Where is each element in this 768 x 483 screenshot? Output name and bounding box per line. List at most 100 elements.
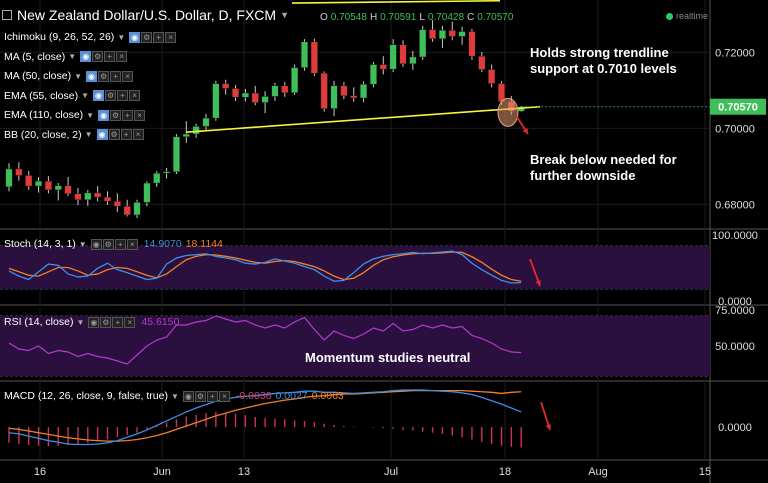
plus-icon[interactable]: + <box>117 90 129 101</box>
candle-body <box>241 92 249 98</box>
stoch-band <box>0 246 710 289</box>
chevron-down-icon[interactable]: ▼ <box>117 32 126 42</box>
axes: 0.72000 0.70000 0.68000 0.70570 100.0000 0.00… <box>34 47 766 478</box>
close-icon[interactable]: × <box>218 390 230 402</box>
indicator-row: BB (20, close, 2) ▼ ◉ ⚙ + × <box>4 127 144 143</box>
candle-body <box>143 182 151 203</box>
chevron-down-icon[interactable]: ▼ <box>86 110 95 120</box>
candle-body <box>310 41 318 74</box>
candle <box>320 71 328 112</box>
candle <box>64 176 72 196</box>
plus-icon[interactable]: + <box>122 109 134 121</box>
gear-icon[interactable]: ⚙ <box>105 90 117 101</box>
x-tick-label: 13 <box>238 466 250 478</box>
stoch-tick-label: 0.0000 <box>718 296 752 308</box>
collapse-icon[interactable] <box>2 10 12 20</box>
candle <box>468 28 476 61</box>
candle-body <box>271 85 279 97</box>
eye-icon[interactable]: ◉ <box>80 51 92 62</box>
eye-icon[interactable]: ◉ <box>98 109 110 121</box>
gear-icon[interactable]: ⚙ <box>110 109 122 121</box>
candle <box>310 38 318 76</box>
plus-icon[interactable]: + <box>110 70 122 82</box>
candle <box>301 39 309 71</box>
indicator-row: MA (5, close) ▼ ◉ ⚙ + × <box>4 49 128 65</box>
stoch-legend: Stoch (14, 3, 1) ▼ ◉ ⚙ + × 14.9070 18.1144 <box>4 236 223 252</box>
candle-body <box>340 85 348 96</box>
close-icon[interactable]: × <box>134 109 146 121</box>
candle-body <box>389 44 397 70</box>
gear-icon[interactable]: ⚙ <box>141 31 153 43</box>
candle-body <box>103 196 111 202</box>
arrow-head <box>522 128 528 134</box>
indicator-controls: ◉ ⚙ + × <box>96 129 144 140</box>
gear-icon[interactable]: ⚙ <box>102 238 114 250</box>
price-tick-label: 0.68000 <box>715 199 755 211</box>
chevron-down-icon[interactable]: ▼ <box>170 391 179 401</box>
stoch-d-value: 18.1144 <box>185 238 223 250</box>
close-icon[interactable]: × <box>132 129 144 140</box>
close-icon[interactable]: × <box>126 238 138 250</box>
candle <box>172 134 180 174</box>
candle <box>350 87 358 102</box>
chevron-down-icon[interactable]: ▼ <box>280 10 289 20</box>
plus-icon[interactable]: + <box>114 238 126 250</box>
candle-body <box>5 168 13 188</box>
chevron-down-icon[interactable]: ▼ <box>74 71 83 81</box>
eye-icon[interactable]: ◉ <box>88 316 100 328</box>
indicator-label: EMA (55, close) <box>4 89 79 102</box>
arrow-head <box>545 424 552 430</box>
eye-icon[interactable]: ◉ <box>90 238 102 250</box>
close-icon[interactable]: × <box>116 51 128 62</box>
candle <box>5 163 13 192</box>
plus-icon[interactable]: + <box>112 316 124 328</box>
chevron-down-icon[interactable]: ▼ <box>76 317 85 327</box>
candle-body <box>251 92 259 103</box>
macd-values: -0.0036 0.0027 0.0063 <box>236 390 344 402</box>
eye-icon[interactable]: ◉ <box>129 31 141 43</box>
candle-body <box>281 85 289 93</box>
gear-icon[interactable]: ⚙ <box>92 51 104 62</box>
plus-icon[interactable]: + <box>153 31 165 43</box>
plus-icon[interactable]: + <box>120 129 132 140</box>
candle-body <box>212 83 220 119</box>
open-label: O <box>320 12 328 23</box>
close-icon[interactable]: × <box>129 90 141 101</box>
realtime-label: realtime <box>676 11 709 21</box>
macd-hist-value: -0.0036 <box>235 390 272 402</box>
eye-icon[interactable]: ◉ <box>182 390 194 402</box>
open-value: 0.70548 <box>330 12 367 23</box>
close-icon[interactable]: × <box>124 316 136 328</box>
gear-icon[interactable]: ⚙ <box>108 129 120 140</box>
indicator-label: Ichimoku (9, 26, 52, 26) <box>4 31 115 43</box>
x-tick-label: 16 <box>34 466 46 478</box>
chevron-down-icon[interactable]: ▼ <box>84 130 93 139</box>
gear-icon[interactable]: ⚙ <box>100 316 112 328</box>
plus-icon[interactable]: + <box>206 390 218 402</box>
candle-body <box>320 73 328 109</box>
close-icon[interactable]: × <box>165 31 177 43</box>
gear-icon[interactable]: ⚙ <box>194 390 206 402</box>
symbol-title: New Zealand Dollar/U.S. Dollar, D, FXCM <box>17 7 277 23</box>
chevron-down-icon[interactable]: ▼ <box>78 239 87 249</box>
last-price-label: 0.70570 <box>718 102 758 114</box>
eye-icon[interactable]: ◉ <box>93 90 105 101</box>
candle <box>399 40 407 67</box>
chevron-down-icon[interactable]: ▼ <box>81 91 90 100</box>
chevron-down-icon[interactable]: ▼ <box>68 52 77 61</box>
candle <box>261 91 269 114</box>
close-icon[interactable]: × <box>122 70 134 82</box>
candle <box>153 170 161 187</box>
plus-icon[interactable]: + <box>104 51 116 62</box>
candle <box>222 79 230 95</box>
candle <box>271 82 279 102</box>
x-tick-label: 15 <box>699 466 711 478</box>
rsi-line <box>8 315 522 365</box>
macd-line-value: 0.0027 <box>275 390 308 402</box>
eye-icon[interactable]: ◉ <box>96 129 108 140</box>
indicator-controls: ◉ ⚙ + × <box>129 31 177 43</box>
candle-body <box>232 88 240 98</box>
eye-icon[interactable]: ◉ <box>86 70 98 82</box>
gear-icon[interactable]: ⚙ <box>98 70 110 82</box>
